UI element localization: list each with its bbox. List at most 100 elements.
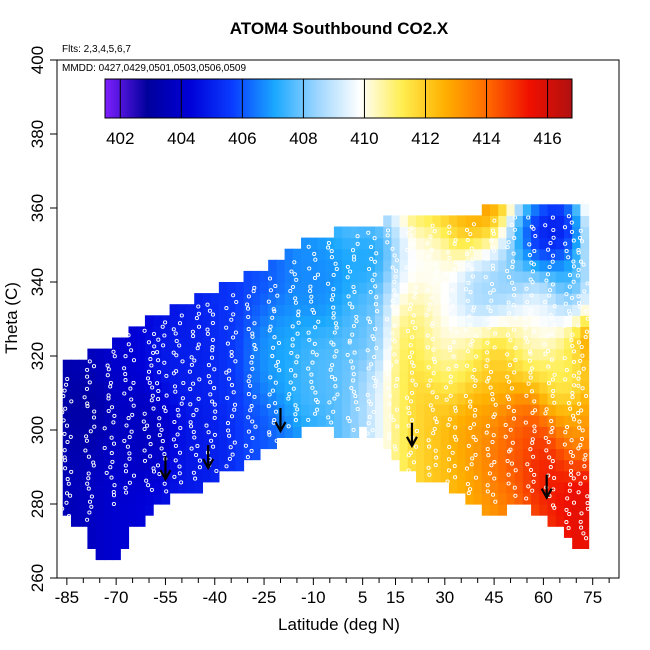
track-point — [513, 315, 518, 320]
track-point — [487, 471, 492, 476]
heat-cell — [498, 381, 508, 394]
track-point — [102, 445, 107, 451]
heat-cell — [424, 293, 434, 305]
track-point — [430, 390, 435, 395]
track-point — [488, 385, 493, 390]
heat-cell — [177, 381, 187, 394]
track-point — [571, 259, 576, 264]
heat-cell — [120, 537, 130, 549]
heat-cell — [317, 359, 327, 372]
heat-cell — [514, 270, 524, 283]
track-point — [550, 215, 555, 220]
heat-cell — [309, 237, 319, 250]
heat-cell — [580, 504, 590, 516]
track-point — [326, 281, 331, 286]
track-point — [67, 538, 72, 543]
track-point — [89, 494, 94, 499]
heat-cell — [399, 326, 409, 339]
x-tick-label: 30 — [435, 588, 454, 607]
heat-cell — [424, 381, 434, 394]
heat-cell — [342, 293, 351, 305]
track-point — [329, 420, 334, 425]
heat-cell — [103, 515, 113, 527]
track-point — [276, 340, 282, 346]
heat-cell — [210, 470, 220, 483]
track-point — [366, 230, 371, 235]
track-point — [146, 340, 151, 345]
heat-cell — [186, 448, 195, 461]
heat-cell — [539, 393, 549, 405]
down-arrow-head — [540, 488, 553, 500]
heat-cell — [194, 293, 204, 305]
y-tick-label: 400 — [28, 46, 47, 74]
heat-cell — [473, 393, 483, 405]
track-point — [503, 422, 508, 428]
heat-cell — [251, 415, 261, 427]
heat-cell — [301, 393, 310, 405]
track-point — [523, 335, 528, 341]
heat-cell — [95, 426, 105, 438]
track-point — [490, 228, 495, 233]
heat-cell — [227, 337, 236, 350]
track-point — [550, 377, 555, 382]
track-point — [212, 386, 217, 391]
heat-cell — [112, 370, 121, 383]
heat-cell — [112, 437, 121, 450]
track-point — [294, 360, 299, 365]
heat-cell — [514, 215, 524, 228]
track-point — [506, 379, 512, 384]
track-point — [196, 324, 202, 329]
heat-cell — [235, 415, 245, 427]
track-point — [468, 231, 473, 237]
heat-cell — [186, 370, 195, 383]
heat-cell — [194, 404, 204, 416]
heat-cell — [259, 381, 269, 394]
down-arrow-head — [405, 436, 418, 449]
heat-cell — [350, 393, 360, 405]
heat-cell — [317, 282, 327, 294]
heat-cell — [128, 504, 138, 516]
track-point — [491, 245, 496, 250]
heat-cell — [194, 415, 204, 427]
heat-cell — [358, 348, 368, 361]
heat-cell — [317, 326, 327, 339]
heat-cell — [432, 448, 442, 461]
heat-cell — [243, 426, 253, 438]
heat-cell — [210, 348, 220, 361]
heat-cell — [374, 304, 384, 316]
track-point — [577, 425, 582, 430]
track-point — [509, 461, 514, 466]
heat-cell — [186, 348, 195, 361]
track-point — [152, 344, 157, 349]
track-point — [149, 398, 154, 403]
heat-cell — [457, 415, 466, 427]
track-point — [350, 332, 355, 337]
track-point — [549, 419, 554, 424]
heat-cell — [580, 293, 590, 305]
heat-cell — [440, 215, 450, 228]
x-tick-label: -55 — [153, 588, 178, 607]
track-point — [330, 363, 335, 368]
track-point — [508, 338, 513, 343]
heat-cell — [490, 337, 499, 350]
heat-cell — [70, 415, 80, 427]
track-point — [470, 257, 475, 262]
track-point — [575, 273, 580, 278]
heat-cell — [580, 337, 590, 350]
heat-cell — [580, 315, 590, 327]
heat-cell — [325, 270, 335, 283]
track-point — [61, 550, 66, 555]
track-point — [510, 259, 516, 264]
track-point — [131, 473, 137, 478]
heat-cell — [498, 226, 508, 239]
heat-cell — [416, 304, 425, 316]
heat-cell — [70, 481, 80, 494]
heat-cell — [391, 415, 401, 427]
heat-cell — [440, 259, 450, 272]
track-point — [464, 287, 469, 292]
track-point — [212, 415, 217, 420]
heat-cell — [563, 326, 573, 339]
heat-cell — [440, 359, 450, 372]
heat-cell — [333, 381, 343, 394]
heat-cell — [432, 370, 442, 383]
